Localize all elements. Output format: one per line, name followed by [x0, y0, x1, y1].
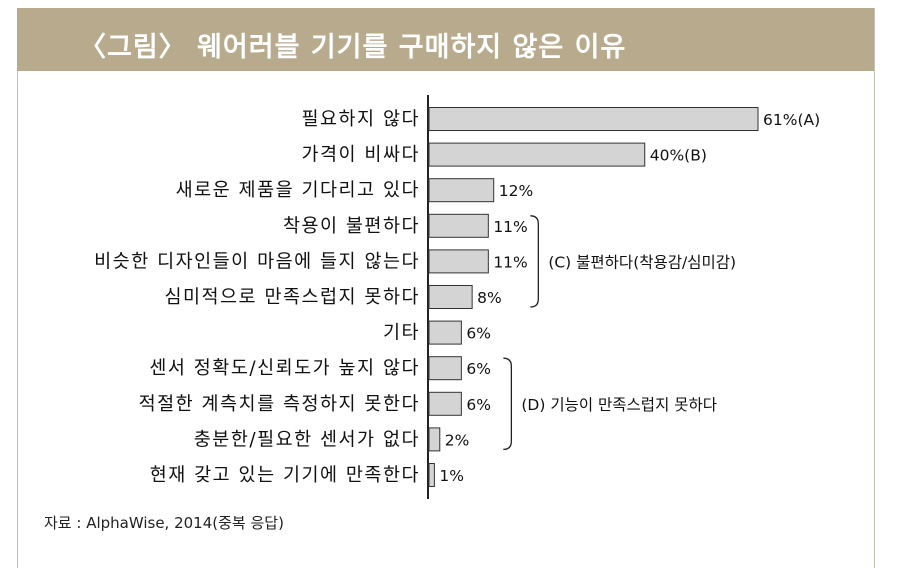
category-label: 심미적으로 만족스럽지 못하다 [164, 287, 420, 308]
value-label: 12% [499, 182, 533, 200]
category-label: 기타 [383, 323, 420, 344]
chart-title: 〈그림〉 웨어러블 기기를 구매하지 않은 이유 [79, 32, 627, 63]
category-label: 적절한 계측치를 측정하지 못한다 [139, 394, 420, 415]
bar [428, 320, 462, 345]
value-label: 11% [493, 253, 527, 271]
category-label: 센서 정확도/신뢰도가 높지 않다 [149, 358, 420, 379]
category-label: 충분한/필요한 센서가 없다 [194, 429, 420, 450]
bar [428, 427, 441, 452]
group-label: (D) 기능이 만족스럽지 못하다 [521, 396, 717, 414]
value-label: 11% [493, 218, 527, 236]
value-label: 40%(B) [650, 147, 707, 165]
bar [428, 213, 489, 238]
group-label: (C) 불편하다(착용감/심미감) [548, 253, 736, 271]
figure-frame [17, 8, 875, 568]
bar [428, 463, 435, 487]
category-label: 가격이 비싸다 [301, 145, 420, 166]
category-label: 비슷한 디자인들이 마음에 들지 않는다 [94, 251, 420, 272]
source-note: 자료 : AlphaWise, 2014(중복 응답) [44, 514, 284, 532]
value-label: 6% [466, 325, 491, 343]
group-bracket [530, 215, 539, 308]
bar [428, 249, 489, 274]
value-label: 2% [445, 431, 470, 449]
category-label: 현재 갖고 있는 기기에 만족한다 [150, 465, 420, 486]
value-label: 6% [466, 360, 491, 378]
bar [428, 391, 462, 416]
bar [428, 178, 495, 203]
category-label: 새로운 제품을 기다리고 있다 [176, 180, 420, 201]
value-label: 1% [439, 467, 464, 485]
bar [428, 107, 759, 131]
bar [428, 356, 462, 381]
group-bracket [503, 357, 513, 451]
value-label: 61%(A) [763, 111, 820, 129]
bar [428, 285, 473, 309]
value-label: 6% [466, 396, 491, 414]
bar [428, 142, 646, 167]
category-label: 필요하지 않다 [301, 109, 420, 130]
value-label: 8% [477, 289, 502, 307]
bar-chart: 필요하지 않다 61%(A) 가격이 비싸다 40%(B) 새로운 제품을 기다리고 있… [94, 95, 820, 499]
title-bar: 〈그림〉 웨어러블 기기를 구매하지 않은 이유 [17, 8, 874, 71]
category-label: 착용이 불편하다 [283, 216, 420, 237]
